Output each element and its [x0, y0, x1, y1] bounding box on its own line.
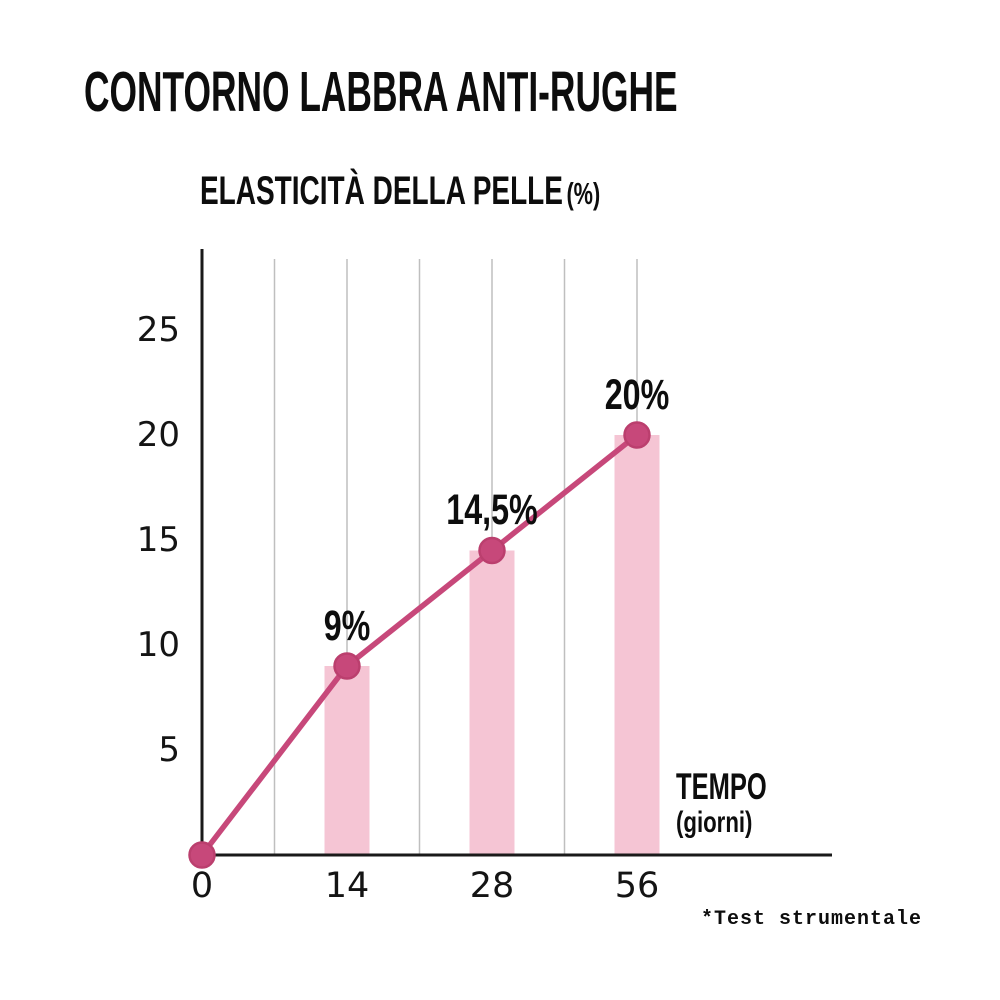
y-tick-label: 15: [136, 520, 180, 560]
data-point: [333, 652, 361, 680]
line-series: [199, 432, 640, 858]
data-point: [478, 536, 506, 565]
point-value-label: 9%: [323, 601, 371, 650]
chart-title: ELASTICITÀ DELLA PELLE (%): [200, 170, 600, 212]
x-tick-label: 56: [614, 866, 660, 906]
chart-title-unit: (%): [566, 176, 601, 211]
x-axis-title: TEMPO: [676, 766, 767, 807]
x-axis-title-block: TEMPO (giorni): [676, 766, 808, 840]
y-tick-label: 10: [136, 625, 180, 665]
y-tick-label: 5: [158, 730, 180, 770]
bar: [324, 666, 370, 855]
y-tick-label: 20: [136, 415, 180, 455]
page-title: CONTORNO LABBRA ANTI-RUGHE: [84, 60, 678, 124]
bar: [614, 435, 660, 855]
x-tick-label: 28: [469, 866, 515, 906]
data-point: [623, 421, 651, 449]
x-axis-title-unit: (giorni): [676, 806, 753, 839]
footnote: *Test strumentale: [700, 908, 922, 931]
bar: [469, 550, 515, 855]
data-point: [188, 841, 216, 869]
x-tick-label: 0: [190, 866, 214, 906]
point-value-label: 20%: [604, 370, 670, 419]
y-tick-label: 25: [136, 310, 180, 350]
point-value-label: 14,5%: [446, 486, 538, 534]
chart-title-text: ELASTICITÀ DELLA PELLE: [200, 169, 563, 213]
x-tick-label: 14: [324, 866, 370, 906]
